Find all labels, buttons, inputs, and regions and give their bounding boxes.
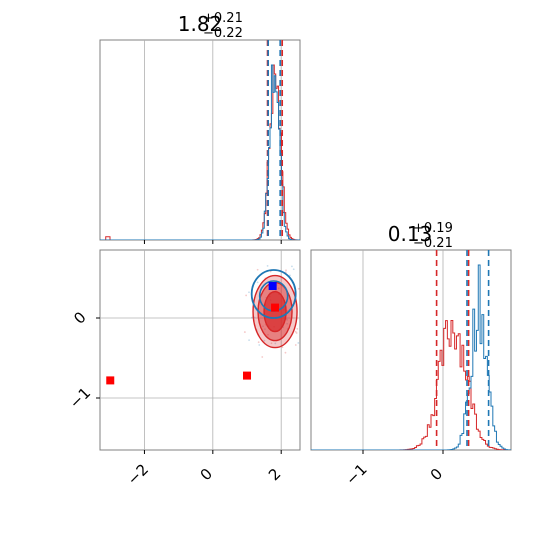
- quantile-lines-param2: [435, 250, 490, 450]
- scatter-sample: [248, 339, 250, 341]
- quantile-lines-param1: [266, 40, 284, 240]
- scatter-sample: [292, 268, 295, 271]
- scatter-sample: [295, 332, 298, 334]
- scatter-sample: [261, 356, 264, 358]
- tick-label-param2-x: 0: [427, 465, 446, 484]
- scatter-sample: [262, 325, 264, 328]
- scatter-sample: [253, 316, 256, 319]
- scatter-sample: [286, 322, 289, 325]
- marker-red: [243, 371, 252, 380]
- scatter-sample: [264, 328, 266, 331]
- title-param1: 1.82: [178, 12, 223, 36]
- scatter-sample: [281, 346, 284, 349]
- histogram-param1-blue: [100, 64, 300, 240]
- scatter-sample: [277, 287, 280, 290]
- title-param1-minus: −0.22: [203, 26, 243, 41]
- scatter-sample: [289, 274, 291, 277]
- scatter-sample: [296, 327, 299, 330]
- scatter-sample: [256, 268, 259, 271]
- scatter-sample: [297, 287, 300, 290]
- scatter-sample: [263, 339, 266, 342]
- title-param2-minus: −0.21: [413, 236, 453, 251]
- histograms-param1: [100, 64, 300, 240]
- scatter-sample: [266, 264, 269, 267]
- scatter-sample: [291, 265, 293, 268]
- scatter-sample: [267, 333, 269, 336]
- scatter-sample: [257, 341, 260, 344]
- scatter-sample: [285, 269, 287, 272]
- panel-joint-2d: [99, 249, 305, 451]
- markers-joint-2d: [106, 282, 280, 385]
- tick-label-param1: 0: [197, 465, 216, 484]
- panel-param2-histogram: [310, 249, 512, 451]
- scatter-sample: [294, 330, 297, 333]
- tick-label-param1: −2: [124, 460, 152, 488]
- scatter-sample: [251, 316, 253, 319]
- title-param2-plus: +0.19: [413, 221, 453, 236]
- title-param2: 0.13: [388, 222, 433, 246]
- scatter-sample: [245, 294, 248, 297]
- scatter-sample: [284, 351, 287, 354]
- tick-label-param1: 2: [265, 465, 284, 484]
- scatter-sample: [286, 318, 289, 321]
- contour-blue-outer: [250, 269, 297, 319]
- tick-label-param2-y: 0: [70, 308, 89, 327]
- scatter-sample: [243, 331, 246, 333]
- tick-label-param2-x: −1: [342, 460, 370, 488]
- marker-blue: [268, 282, 277, 290]
- histogram-param2-red: [311, 320, 511, 450]
- scatter-sample: [294, 344, 297, 346]
- grid-param2-histogram: [362, 250, 444, 450]
- marker-red: [271, 303, 280, 312]
- scatter-sample: [297, 342, 300, 344]
- scatter-sample: [303, 322, 305, 324]
- marker-red: [106, 376, 115, 385]
- scatter-sample: [258, 344, 261, 346]
- scatter-sample: [256, 281, 259, 284]
- scatter-sample: [248, 291, 250, 294]
- scatter-sample: [274, 342, 277, 345]
- scatter-sample: [270, 342, 273, 345]
- title-param1-plus: +0.21: [203, 11, 243, 26]
- panel-param1-histogram: [99, 39, 301, 241]
- tick-label-param2-y: −1: [66, 384, 94, 412]
